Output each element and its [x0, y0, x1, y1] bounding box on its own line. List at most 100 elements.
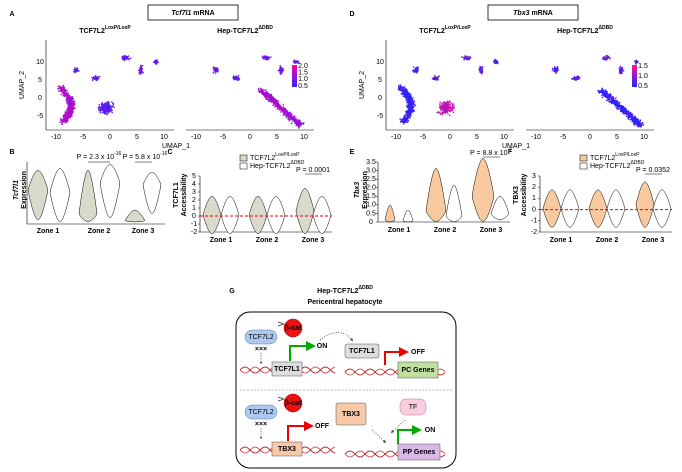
cell	[64, 92, 67, 95]
cell	[64, 93, 66, 96]
cell	[261, 56, 264, 58]
cell	[234, 75, 237, 78]
cell	[67, 98, 69, 100]
cell	[573, 76, 576, 78]
x-tick-label: 10	[300, 134, 308, 141]
cell	[609, 101, 611, 103]
cell	[445, 101, 448, 104]
cell	[303, 122, 305, 124]
diagram-title: Hep-TCF7L2ΔDBD	[317, 285, 373, 295]
cell	[71, 101, 74, 103]
cell	[607, 55, 609, 58]
cell	[481, 70, 483, 72]
cell	[104, 109, 107, 112]
cell	[123, 55, 126, 57]
cell	[76, 68, 78, 70]
cell	[63, 114, 66, 117]
label: UMAP_1	[502, 143, 530, 150]
cell	[403, 94, 406, 96]
x-tick-label: 5	[275, 134, 279, 141]
umap-points	[397, 54, 645, 128]
cell	[266, 95, 268, 98]
cell	[493, 59, 495, 62]
cell	[127, 55, 130, 57]
zone-label: Zone 3	[132, 228, 155, 235]
violin	[312, 195, 332, 235]
cell	[623, 109, 626, 112]
target-box	[397, 443, 441, 461]
cell	[141, 64, 144, 67]
cell	[67, 116, 70, 119]
scale-tick-label: 1.5	[638, 63, 648, 70]
scale-tick-label: 1.5	[298, 70, 308, 77]
cell	[104, 107, 107, 110]
cell	[290, 122, 293, 125]
cell	[412, 110, 414, 113]
cell	[444, 111, 447, 114]
label: PC Genes	[401, 367, 434, 374]
cell	[257, 87, 260, 90]
cell	[638, 122, 640, 125]
y-tick-label: 1	[532, 195, 536, 202]
cell	[555, 69, 558, 72]
cell	[267, 93, 269, 96]
cell	[401, 93, 404, 95]
cell	[123, 59, 125, 61]
label: TCF7L2LoxP/LoxP	[79, 25, 131, 35]
label: β-cat	[285, 325, 302, 332]
label: TCF7L2LoxP/LoxP	[419, 25, 471, 35]
legend-swatch	[239, 154, 248, 162]
cell	[404, 114, 406, 116]
cell	[605, 55, 607, 57]
x-tick-label: -10	[191, 134, 201, 141]
cell	[124, 58, 126, 60]
cell	[110, 105, 112, 108]
cell	[637, 121, 639, 123]
cell	[406, 93, 408, 95]
cell	[91, 79, 94, 82]
cell	[272, 104, 274, 107]
label-sup: ΔDBD	[258, 25, 273, 31]
cell	[409, 107, 411, 110]
cell	[460, 56, 463, 58]
label-sup: -16	[114, 151, 121, 157]
cell	[278, 104, 281, 106]
label-sup: LoxP/LoxP	[275, 152, 300, 158]
cell	[68, 102, 71, 104]
label-sup: ΔDBD	[290, 160, 304, 166]
off-arrow	[287, 421, 314, 441]
cell	[69, 115, 72, 118]
cell	[448, 110, 451, 113]
cell	[286, 109, 288, 112]
diagram-subtitle: Pericentral hepatocyte	[307, 299, 382, 306]
cell	[297, 119, 299, 121]
cell	[281, 69, 284, 71]
p-value: P = 2.3 x 10-16	[77, 151, 122, 161]
y-tick-label: 0	[192, 213, 196, 220]
cell	[412, 102, 414, 104]
y-label-line: Accessibility	[521, 173, 528, 216]
cell	[397, 85, 400, 88]
cell	[96, 79, 99, 81]
cell	[448, 108, 450, 110]
x-tick-label: -5	[560, 134, 566, 141]
cell	[465, 58, 468, 60]
cell	[299, 122, 301, 124]
cell	[237, 76, 240, 79]
cell	[100, 107, 102, 110]
cell	[63, 87, 65, 90]
cell	[410, 99, 412, 102]
cell	[67, 107, 70, 110]
cell	[618, 101, 621, 104]
y-tick-label: -2	[531, 229, 537, 236]
y-label: TBX3Accessibility	[513, 173, 528, 216]
label: OFF	[315, 423, 330, 430]
y-tick-label: -5	[37, 113, 43, 120]
cell	[141, 72, 143, 74]
cell	[554, 72, 557, 75]
cell	[258, 90, 261, 93]
violin	[49, 167, 71, 223]
violin	[635, 181, 655, 228]
cell	[212, 71, 215, 74]
cell	[601, 96, 604, 99]
